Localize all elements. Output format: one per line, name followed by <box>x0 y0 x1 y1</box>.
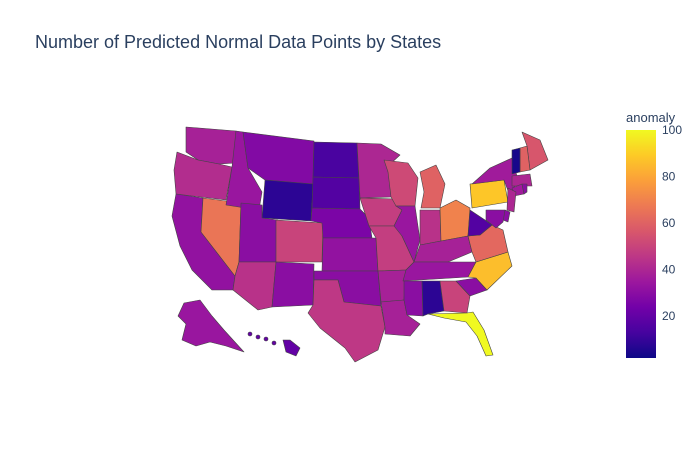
state-mt[interactable] <box>242 131 315 185</box>
state-mi[interactable] <box>419 164 446 209</box>
colorbar-title: anomaly <box>626 110 676 125</box>
state-sd[interactable] <box>311 176 361 210</box>
state-ga[interactable] <box>439 280 471 314</box>
state-co[interactable] <box>275 219 324 263</box>
state-hi-island[interactable] <box>255 334 261 340</box>
state-il[interactable] <box>393 205 421 263</box>
state-vt[interactable] <box>511 147 521 175</box>
state-ak[interactable] <box>177 299 245 353</box>
state-ri[interactable] <box>521 183 528 195</box>
state-md[interactable] <box>485 209 506 229</box>
state-hi[interactable] <box>282 339 301 357</box>
state-ks[interactable] <box>321 237 379 272</box>
state-ma[interactable] <box>511 173 533 187</box>
state-nm[interactable] <box>271 261 315 308</box>
state-tn[interactable] <box>402 261 477 282</box>
state-hi-island[interactable] <box>263 336 269 342</box>
chart-title: Number of Predicted Normal Data Points b… <box>35 32 442 52</box>
state-pa[interactable] <box>469 179 509 209</box>
states-layer <box>171 126 549 363</box>
state-ar[interactable] <box>377 269 407 303</box>
state-nj[interactable] <box>506 187 517 213</box>
state-oh[interactable] <box>439 199 471 242</box>
state-in[interactable] <box>419 209 442 246</box>
state-fl[interactable] <box>427 311 494 357</box>
state-ms[interactable] <box>403 280 424 317</box>
state-hi-island[interactable] <box>271 340 277 346</box>
state-nd[interactable] <box>312 141 360 179</box>
state-al[interactable] <box>421 280 445 317</box>
state-wy[interactable] <box>261 179 314 222</box>
state-or[interactable] <box>173 151 233 201</box>
state-tx[interactable] <box>307 279 386 363</box>
state-az[interactable] <box>232 261 277 311</box>
state-wv[interactable] <box>467 209 493 237</box>
state-me[interactable] <box>521 131 549 171</box>
state-hi-island[interactable] <box>247 331 253 337</box>
